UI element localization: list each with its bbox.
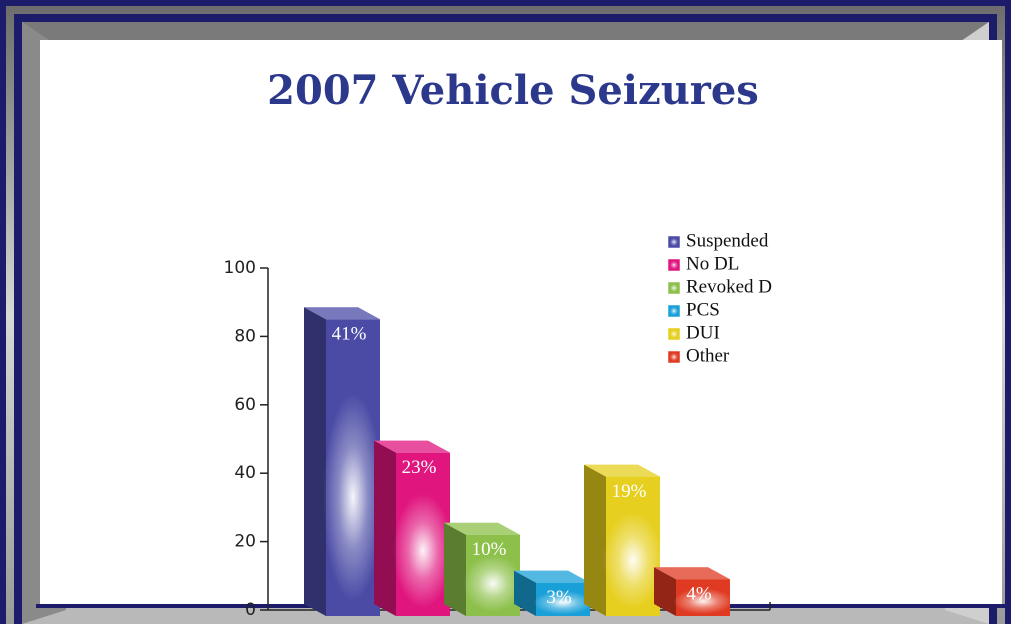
y-tick-label: 80 <box>234 326 256 346</box>
data-label: 41% <box>332 324 367 345</box>
legend-swatch-glow <box>670 330 678 338</box>
data-label: 23% <box>402 457 437 478</box>
bar-glow <box>603 511 663 610</box>
bar-top <box>374 440 450 453</box>
data-label: 3% <box>546 587 572 608</box>
bar-glow <box>463 555 523 612</box>
data-label: 4% <box>686 584 712 605</box>
bar-side <box>374 440 396 616</box>
bar-side-shade <box>304 307 326 616</box>
data-label: 19% <box>612 481 647 502</box>
bar-top-shade <box>374 440 450 453</box>
plot-background <box>40 40 1002 608</box>
legend-swatch-glow <box>670 238 678 246</box>
chart-title: 2007 Vehicle Seizures <box>267 67 759 114</box>
bar-side-shade <box>514 570 536 616</box>
y-tick-label: 100 <box>224 258 256 278</box>
bar-glow <box>323 393 383 602</box>
legend-swatch-glow <box>670 284 678 292</box>
bar-side-shade <box>374 440 396 616</box>
bar-top-shade <box>654 567 730 580</box>
bar-side-shade <box>584 464 606 616</box>
legend-swatch-glow <box>670 353 678 361</box>
legend-label: PCS <box>686 299 720 320</box>
y-tick-label: 20 <box>234 532 256 552</box>
y-tick-label: 40 <box>234 463 256 483</box>
legend-label: Suspended <box>686 230 769 251</box>
legend-label: Revoked D <box>686 276 772 297</box>
legend-label: DUI <box>686 322 720 343</box>
bar-top-shade <box>304 307 380 320</box>
bar-top <box>514 570 590 583</box>
bar-glow <box>533 590 593 615</box>
legend-label: Other <box>686 345 730 366</box>
data-label: 10% <box>472 539 507 560</box>
legend-swatch-glow <box>670 261 678 269</box>
bar-top <box>654 567 730 580</box>
bar-top <box>584 464 660 477</box>
bar-top-shade <box>514 570 590 583</box>
bar-side <box>514 570 536 616</box>
bar-glow <box>673 588 733 615</box>
legend-swatch-glow <box>670 307 678 315</box>
bar-side <box>584 464 606 616</box>
bar-top-shade <box>584 464 660 477</box>
bar-side <box>654 567 676 616</box>
bar-top <box>444 522 520 535</box>
bar-side <box>304 307 326 616</box>
y-tick-label: 0 <box>245 600 256 620</box>
bar-side-shade <box>444 522 466 616</box>
legend-label: No DL <box>686 253 739 274</box>
bar-glow <box>393 493 453 608</box>
bar-top-shade <box>444 522 520 535</box>
bar-side <box>444 522 466 616</box>
bar-top <box>304 307 380 320</box>
bar-side-shade <box>654 567 676 616</box>
y-tick-label: 60 <box>234 395 256 415</box>
